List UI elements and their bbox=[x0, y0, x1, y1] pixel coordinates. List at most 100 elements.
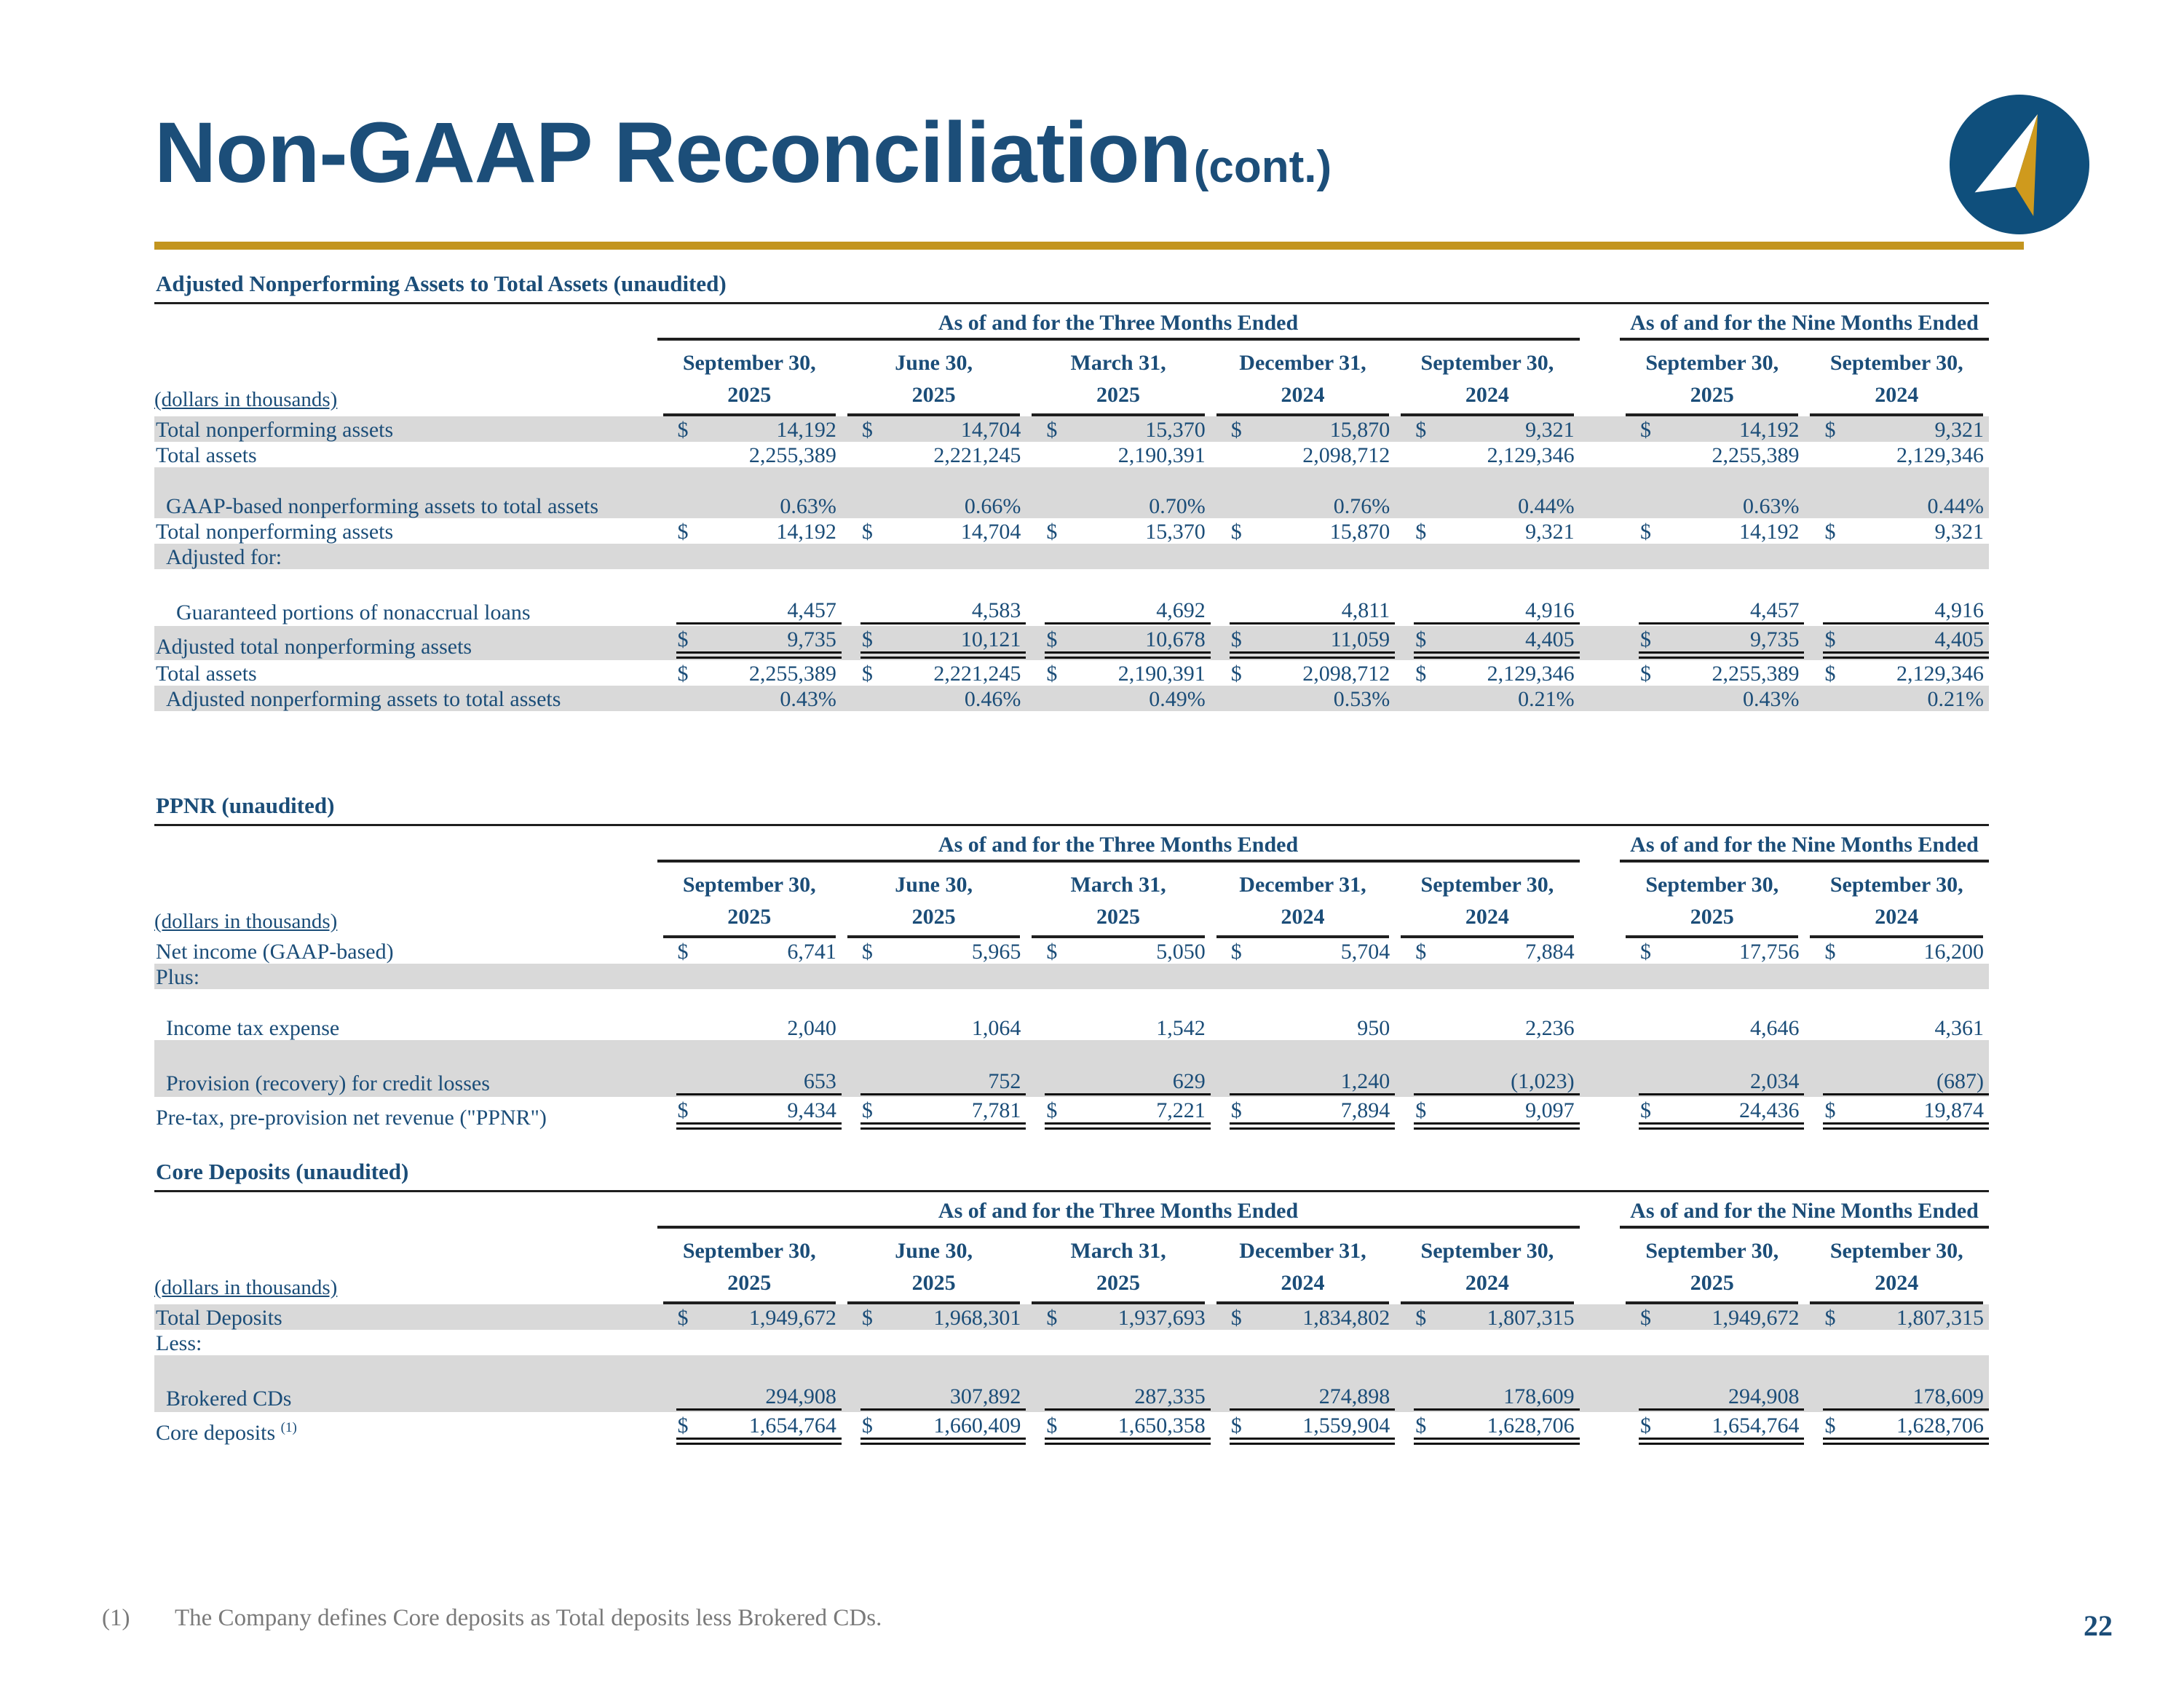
value-cell: $15,870 bbox=[1211, 518, 1395, 544]
value-text: 0.63% bbox=[780, 493, 836, 518]
value-text: 2,221,245 bbox=[933, 661, 1021, 686]
value-text: 14,704 bbox=[960, 519, 1021, 544]
dollar-sign: $ bbox=[1046, 1098, 1058, 1122]
value-text: 950 bbox=[1357, 1015, 1390, 1040]
value-inner: $9,735 bbox=[676, 626, 842, 659]
compass-arrow-icon bbox=[1950, 95, 2089, 234]
value-cell: $2,221,245 bbox=[842, 660, 1026, 686]
value-inner: 1,542 bbox=[1045, 1015, 1210, 1040]
value-cell: 0.44% bbox=[1804, 493, 1989, 518]
value-text: 1,834,802 bbox=[1302, 1305, 1390, 1330]
value-inner: $9,097 bbox=[1414, 1097, 1580, 1130]
dollar-sign: $ bbox=[1640, 519, 1652, 544]
value-inner: $2,255,389 bbox=[676, 660, 842, 686]
date-line-1: December 31, bbox=[1239, 351, 1366, 375]
value-cell bbox=[1395, 1330, 1579, 1355]
value-text: 14,704 bbox=[960, 417, 1021, 442]
value-cell: 2,098,712 bbox=[1211, 442, 1395, 467]
value-inner: $15,870 bbox=[1230, 518, 1395, 544]
row-label: GAAP-based nonperforming assets to total… bbox=[154, 493, 657, 518]
value-inner: $16,200 bbox=[1823, 938, 1989, 964]
dollar-sign: $ bbox=[1046, 661, 1058, 686]
value-inner: 0.21% bbox=[1823, 686, 1989, 711]
value-inner: $1,968,301 bbox=[860, 1304, 1026, 1330]
date-line-2: 2024 bbox=[1875, 904, 1919, 929]
date-header: September 30, 2024 bbox=[1401, 347, 1574, 416]
dollar-sign: $ bbox=[1230, 1305, 1242, 1330]
value-inner: $1,834,802 bbox=[1230, 1304, 1395, 1330]
value-cell: $17,756 bbox=[1620, 938, 1804, 964]
value-inner: $7,781 bbox=[860, 1097, 1026, 1130]
value-cell bbox=[1620, 964, 1805, 989]
row-label: Provision (recovery) for credit losses bbox=[154, 1066, 657, 1097]
value-text: 1,559,904 bbox=[1302, 1413, 1390, 1438]
value-cell: $1,834,802 bbox=[1210, 1304, 1396, 1330]
dollar-sign: $ bbox=[677, 627, 689, 651]
date-line-2: 2025 bbox=[1096, 1270, 1141, 1295]
value-inner: 307,892 bbox=[860, 1383, 1026, 1411]
value-cell: $9,735 bbox=[657, 626, 842, 660]
value-text: 0.43% bbox=[780, 686, 836, 711]
value-cell: $7,781 bbox=[842, 1097, 1026, 1131]
value-text: 0.44% bbox=[1927, 493, 1985, 518]
dollar-sign: $ bbox=[677, 519, 689, 544]
value-text: 1,542 bbox=[1156, 1015, 1206, 1040]
value-inner: 178,609 bbox=[1414, 1383, 1580, 1411]
value-cell: (687) bbox=[1804, 1066, 1989, 1097]
financial-table: As of and for the Three Months Ended As o… bbox=[154, 826, 1989, 1131]
value-text: 2,129,346 bbox=[1487, 443, 1575, 467]
group-header-spacer bbox=[154, 1192, 657, 1229]
value-inner: 653 bbox=[676, 1068, 842, 1095]
column-gap bbox=[1580, 518, 1620, 544]
value-text: 0.53% bbox=[1333, 686, 1390, 711]
value-text: 9,434 bbox=[787, 1098, 836, 1122]
date-header-row: (dollars in thousands) September 30, 2025 J… bbox=[154, 1229, 1989, 1304]
value-text: 1,937,693 bbox=[1117, 1305, 1206, 1330]
value-inner: 0.53% bbox=[1230, 686, 1395, 711]
dollars-in-thousands-note: (dollars in thousands) bbox=[154, 388, 338, 411]
date-header: September 30, 2024 bbox=[1401, 1235, 1574, 1304]
value-text: 2,098,712 bbox=[1302, 661, 1390, 686]
value-inner: 294,908 bbox=[1639, 1383, 1805, 1411]
table-row: Less: bbox=[154, 1330, 1989, 1355]
date-header-cell: September 30, 2025 bbox=[657, 863, 842, 938]
value-text: 2,221,245 bbox=[933, 443, 1021, 467]
column-gap bbox=[1579, 1381, 1621, 1412]
value-text: 0.66% bbox=[964, 493, 1021, 518]
value-inner: 0.43% bbox=[676, 686, 842, 711]
value-inner: 0.63% bbox=[1639, 493, 1804, 518]
date-line-1: March 31, bbox=[1070, 351, 1166, 375]
value-text: 1,949,672 bbox=[748, 1305, 836, 1330]
value-text: 2,255,389 bbox=[748, 443, 836, 467]
value-cell: $7,221 bbox=[1026, 1097, 1211, 1131]
date-line-1: March 31, bbox=[1070, 873, 1166, 897]
date-line-2: 2025 bbox=[911, 382, 956, 407]
value-text: 15,870 bbox=[1329, 417, 1390, 442]
value-text: 14,192 bbox=[776, 417, 836, 442]
value-text: 0.44% bbox=[1518, 493, 1575, 518]
dollar-sign: $ bbox=[1824, 627, 1836, 651]
date-line-2: 2024 bbox=[1281, 382, 1325, 407]
value-inner: $14,192 bbox=[676, 416, 842, 442]
value-inner: $1,654,764 bbox=[676, 1412, 842, 1445]
value-cell: $1,559,904 bbox=[1211, 1412, 1396, 1446]
date-header: December 31, 2024 bbox=[1216, 1235, 1390, 1304]
value-text: 1,949,672 bbox=[1712, 1305, 1800, 1330]
date-header-cell: September 30, 2024 bbox=[1804, 1229, 1989, 1304]
value-inner: 2,236 bbox=[1414, 1015, 1579, 1040]
value-cell: 2,040 bbox=[657, 1015, 842, 1040]
value-cell: 4,916 bbox=[1804, 595, 1989, 626]
value-inner: 0.46% bbox=[860, 686, 1026, 711]
table-row: Brokered CDs 294,908 307,892 287,335 274,898… bbox=[154, 1381, 1989, 1412]
value-cell: 307,892 bbox=[841, 1381, 1026, 1412]
date-line-2: 2025 bbox=[727, 904, 772, 929]
value-text: 0.70% bbox=[1149, 493, 1206, 518]
value-cell bbox=[1395, 964, 1580, 989]
value-cell: 0.76% bbox=[1210, 493, 1396, 518]
value-cell: $10,121 bbox=[841, 626, 1026, 660]
dollar-sign: $ bbox=[1230, 939, 1242, 964]
dollars-in-thousands-note: (dollars in thousands) bbox=[154, 910, 338, 933]
dollar-sign: $ bbox=[861, 519, 873, 544]
value-cell: 2,221,245 bbox=[842, 442, 1026, 467]
value-cell: $4,405 bbox=[1395, 626, 1580, 660]
